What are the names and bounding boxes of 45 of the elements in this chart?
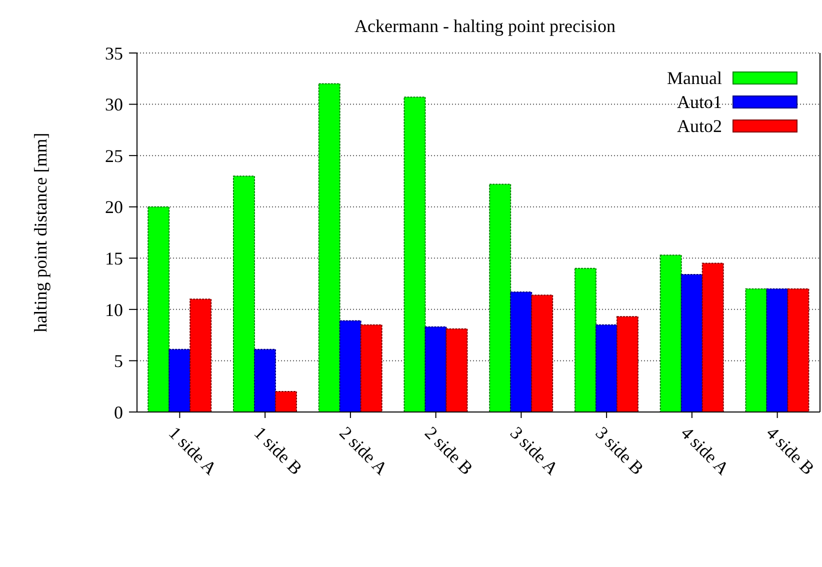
legend-label: Auto2 <box>677 116 722 136</box>
x-tick-label: 2 side A <box>336 422 392 479</box>
x-tick-label: 1 side B <box>250 422 306 479</box>
y-tick-label: 25 <box>105 146 123 166</box>
bar <box>745 288 768 412</box>
y-tick-label: 0 <box>114 402 123 422</box>
bar <box>680 274 703 412</box>
y-tick-label: 15 <box>105 248 123 269</box>
bar <box>489 184 512 412</box>
x-tick-label: 3 side A <box>506 422 562 479</box>
x-tick-label: 3 side B <box>592 422 648 479</box>
legend-label: Auto1 <box>677 92 722 112</box>
bar <box>510 291 532 412</box>
bar <box>766 288 788 412</box>
y-tick-label: 5 <box>114 351 123 372</box>
bar <box>531 294 554 412</box>
bar <box>232 176 255 412</box>
bar <box>702 262 724 412</box>
bar <box>190 298 212 412</box>
bar <box>254 348 276 412</box>
legend-label: Manual <box>667 68 722 88</box>
bar <box>574 268 596 412</box>
y-tick-label: 35 <box>105 43 123 64</box>
bar <box>168 348 191 412</box>
bar <box>787 288 810 412</box>
chart-title: Ackermann - halting point precision <box>354 16 616 37</box>
bar <box>339 320 362 412</box>
bar <box>595 324 618 412</box>
bar <box>404 96 426 412</box>
y-tick-label: 10 <box>105 300 123 320</box>
bar <box>660 254 682 412</box>
x-tick-label: 1 side A <box>164 422 221 479</box>
x-tick-label: 2 side B <box>420 422 477 479</box>
bar <box>274 390 297 412</box>
x-tick-label: 4 side A <box>677 422 733 479</box>
bar <box>360 324 382 412</box>
bar <box>446 328 468 412</box>
y-tick-label: 20 <box>105 197 123 218</box>
y-tick-label: 30 <box>105 94 123 115</box>
bar <box>616 316 638 412</box>
bar <box>424 326 447 412</box>
bar <box>148 206 170 412</box>
y-axis-title: halting point distance [mm] <box>30 132 50 332</box>
bar <box>318 83 340 412</box>
x-tick-label: 4 side B <box>762 422 818 479</box>
